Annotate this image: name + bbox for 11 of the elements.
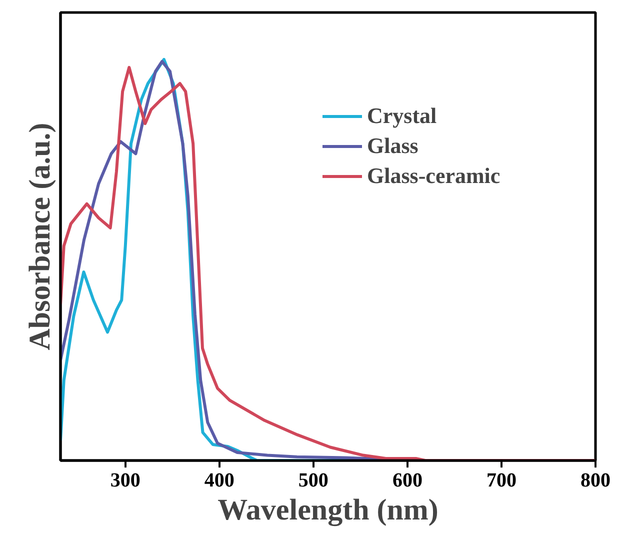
x-tick-label: 300	[110, 470, 140, 492]
x-axis-title: Wavelength (nm)	[218, 494, 438, 526]
x-tick-label: 800	[580, 470, 610, 492]
x-tick-label: 400	[204, 470, 234, 492]
legend-label: Glass	[367, 132, 418, 160]
x-tick-label: 600	[392, 470, 422, 492]
legend-label: Glass-ceramic	[367, 162, 500, 190]
legend-label: Crystal	[367, 102, 437, 130]
y-axis-title: Absorbance (a.u.)	[24, 122, 56, 350]
x-tick-label: 700	[486, 470, 516, 492]
x-tick-label: 500	[298, 470, 328, 492]
